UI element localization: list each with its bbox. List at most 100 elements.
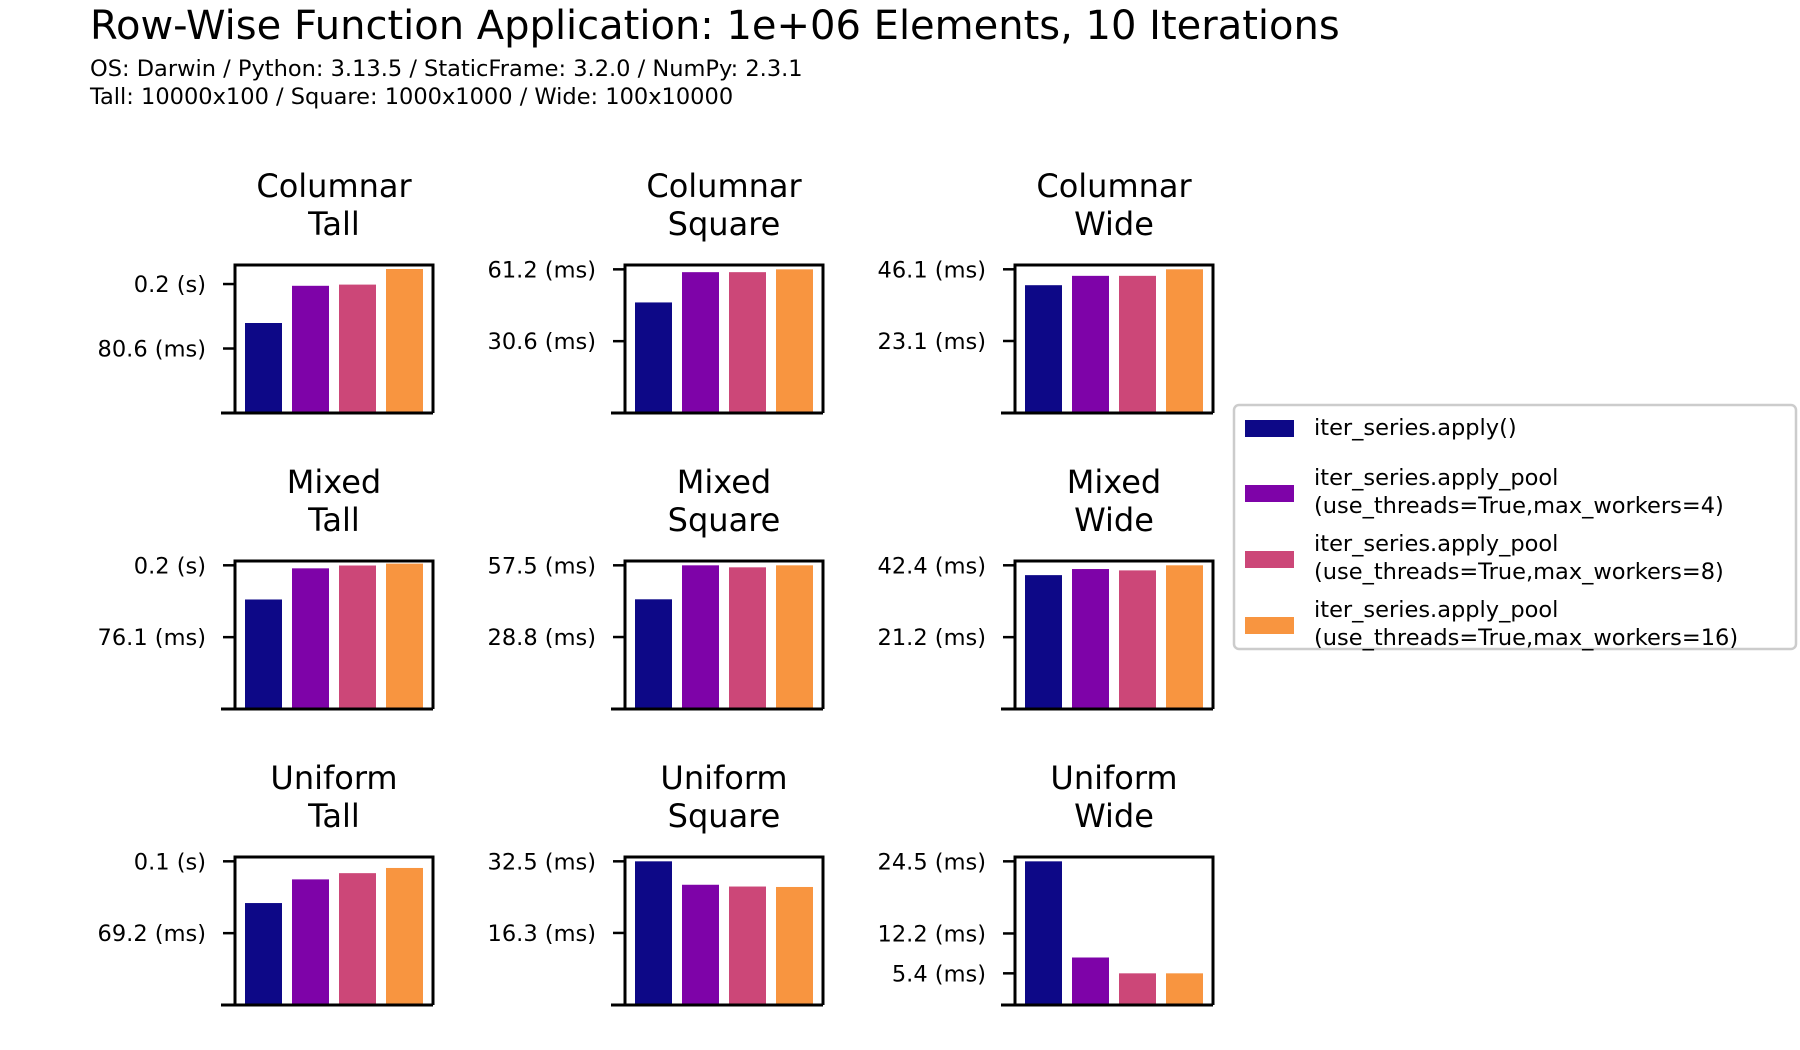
y-tick-label: 28.8 (ms)	[488, 625, 596, 651]
figure-subtitle-line1: OS: Darwin / Python: 3.13.5 / StaticFram…	[90, 56, 803, 82]
bar	[729, 272, 766, 413]
bar	[776, 565, 813, 709]
panel-title-line1: Uniform	[1050, 759, 1177, 797]
bar	[1072, 275, 1109, 413]
axes-frame	[623, 855, 825, 1005]
bar	[386, 563, 423, 709]
bar	[729, 886, 766, 1005]
bar	[1025, 285, 1062, 413]
axes-frame	[623, 559, 825, 709]
legend: iter_series.apply() iter_series.apply_poo…	[1232, 403, 1798, 651]
panel-title-line1: Uniform	[270, 759, 397, 797]
y-tick-label: 0.2 (s)	[134, 553, 206, 579]
legend-label-line2: (use_threads=True,max_workers=4)	[1314, 493, 1724, 519]
bar	[1072, 569, 1109, 709]
bar	[1119, 570, 1156, 709]
legend-label-line2: (use_threads=True,max_workers=8)	[1314, 559, 1724, 585]
legend-swatch	[1245, 420, 1294, 437]
legend-label-line2: (use_threads=True,max_workers=16)	[1314, 625, 1738, 651]
bar	[682, 884, 719, 1005]
legend-label-line1: iter_series.apply_pool	[1314, 465, 1558, 491]
y-tick-label: 12.2 (ms)	[878, 921, 986, 947]
bar	[1166, 565, 1203, 709]
panel-title-line2: Wide	[1074, 205, 1154, 243]
panel-title-line2: Square	[668, 501, 781, 539]
axes-frame	[623, 263, 825, 413]
bar	[1166, 269, 1203, 413]
bar	[339, 565, 376, 709]
legend-label-line1: iter_series.apply()	[1314, 415, 1517, 441]
bar	[1166, 973, 1203, 1005]
axes-frame	[233, 855, 435, 1005]
bar	[386, 867, 423, 1005]
y-tick-label: 32.5 (ms)	[488, 849, 596, 875]
bar	[635, 302, 672, 413]
panel-title-line1: Columnar	[1036, 167, 1192, 205]
y-tick-label: 42.4 (ms)	[878, 553, 986, 579]
legend-swatch	[1245, 617, 1294, 634]
bar	[1025, 575, 1062, 709]
panel-title-line2: Tall	[307, 205, 360, 243]
y-tick-label: 61.2 (ms)	[488, 257, 596, 283]
bar	[1072, 957, 1109, 1005]
panel-title-line2: Wide	[1074, 797, 1154, 835]
bar	[729, 567, 766, 709]
panel-title-line1: Uniform	[660, 759, 787, 797]
bar	[635, 599, 672, 709]
y-tick-label: 23.1 (ms)	[878, 329, 986, 355]
figure-subtitle-line2: Tall: 10000x100 / Square: 1000x1000 / Wi…	[89, 84, 733, 110]
bar	[292, 568, 329, 709]
axes-frame	[1013, 263, 1215, 413]
bar	[776, 269, 813, 413]
panel-title-line2: Tall	[307, 501, 360, 539]
panel-title-line2: Square	[668, 797, 781, 835]
bar	[682, 565, 719, 709]
y-tick-label: 0.2 (s)	[134, 272, 206, 298]
axes-frame	[233, 559, 435, 709]
panel-title-line1: Columnar	[256, 167, 412, 205]
bar	[386, 269, 423, 413]
panel-title-line1: Mixed	[287, 463, 381, 501]
panel-title-line2: Wide	[1074, 501, 1154, 539]
panel-title-line1: Mixed	[677, 463, 771, 501]
bar	[245, 599, 282, 709]
bar	[245, 323, 282, 413]
y-tick-label: 76.1 (ms)	[98, 625, 206, 651]
axes-frame	[1013, 855, 1215, 1005]
axes-frame	[233, 263, 435, 413]
bar	[682, 272, 719, 413]
panel-title-line2: Tall	[307, 797, 360, 835]
y-tick-label: 30.6 (ms)	[488, 329, 596, 355]
y-tick-label: 46.1 (ms)	[878, 257, 986, 283]
y-tick-label: 21.2 (ms)	[878, 625, 986, 651]
bar	[1119, 275, 1156, 413]
bar	[245, 903, 282, 1005]
y-tick-label: 24.5 (ms)	[878, 849, 986, 875]
bar	[635, 861, 672, 1005]
figure-title: Row-Wise Function Application: 1e+06 Ele…	[90, 3, 1340, 49]
legend-label-line1: iter_series.apply_pool	[1314, 531, 1558, 557]
y-tick-label: 69.2 (ms)	[98, 921, 206, 947]
bar	[1119, 973, 1156, 1005]
bar	[776, 886, 813, 1005]
bar	[339, 284, 376, 413]
legend-frame	[1232, 403, 1798, 651]
y-tick-label: 0.1 (s)	[134, 849, 206, 875]
legend-swatch	[1245, 485, 1294, 502]
panel-title-line1: Columnar	[646, 167, 802, 205]
panel-title-line1: Mixed	[1067, 463, 1161, 501]
y-tick-label: 80.6 (ms)	[98, 337, 206, 363]
bar	[292, 879, 329, 1005]
legend-swatch	[1245, 551, 1294, 568]
y-tick-label: 5.4 (ms)	[892, 961, 986, 987]
bar	[1025, 861, 1062, 1005]
